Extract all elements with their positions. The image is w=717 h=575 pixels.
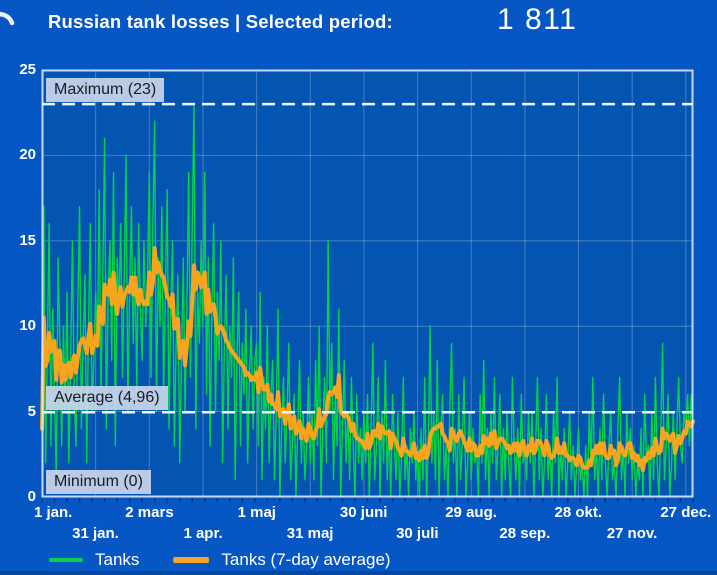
tanks-line-swatch — [49, 558, 83, 562]
x-axis-tick-label: 1 apr. — [183, 525, 223, 542]
chart-plot-area[interactable]: Maximum (23) Average (4,96) Minimum (0) — [40, 69, 695, 503]
selected-period-total: 1 811 — [497, 3, 578, 36]
x-axis-tick-label: 1 jan. — [34, 504, 73, 521]
legend-item-tanks[interactable]: Tanks — [49, 550, 139, 570]
x-axis-tick-label: 2 mars — [125, 504, 174, 521]
y-axis-tick-label: 5 — [27, 402, 36, 420]
x-axis-tick-label: 28 sep. — [499, 525, 551, 542]
x-axis: 1 jan. 31 jan. 2 mars 1 apr. 1 maj 31 maj 30 j… — [34, 497, 711, 545]
y-axis-tick-label: 20 — [19, 146, 36, 164]
y-axis-tick-label: 15 — [19, 231, 36, 249]
tanks-average-line-swatch — [173, 557, 210, 563]
x-axis-tick-label: 31 jan. — [72, 525, 119, 542]
y-axis-tick-label: 10 — [19, 317, 36, 335]
minimum-label-chip: Minimum (0) — [46, 470, 151, 494]
x-axis-tick-label: 29 aug. — [445, 504, 497, 521]
page-title: Russian tank losses | Selected period: — [48, 11, 393, 32]
legend-item-tanks-average[interactable]: Tanks (7-day average) — [173, 550, 391, 570]
x-axis-tick-label: 30 juli — [396, 525, 439, 542]
legend-label-tanks-average: Tanks (7-day average) — [221, 550, 391, 569]
x-axis-tick-label: 30 juni — [339, 504, 388, 521]
legend-label-tanks: Tanks — [95, 550, 140, 569]
tanks-series-line — [41, 103, 694, 498]
x-axis-tick-label: 27 dec. — [660, 504, 712, 521]
x-axis-tick-label: 27 nov. — [606, 525, 658, 542]
maximum-label-chip: Maximum (23) — [46, 78, 165, 103]
y-axis-tick-label: 0 — [27, 488, 36, 505]
x-axis-tick-label: 1 maj — [237, 504, 276, 521]
legend: Tanks Tanks (7-day average) — [49, 548, 391, 572]
chart-canvas — [40, 69, 695, 503]
undo-arrow-icon[interactable] — [0, 6, 31, 38]
plot-border — [41, 69, 694, 498]
x-axis-tick-label: 28 okt. — [554, 504, 603, 521]
bottom-edge-strip — [0, 571, 717, 575]
average-label-chip: Average (4,96) — [46, 386, 168, 411]
x-axis-tick-label: 31 maj — [286, 525, 334, 542]
y-axis-tick-label: 25 — [19, 61, 36, 78]
tanks-average-series-line — [40, 246, 695, 473]
